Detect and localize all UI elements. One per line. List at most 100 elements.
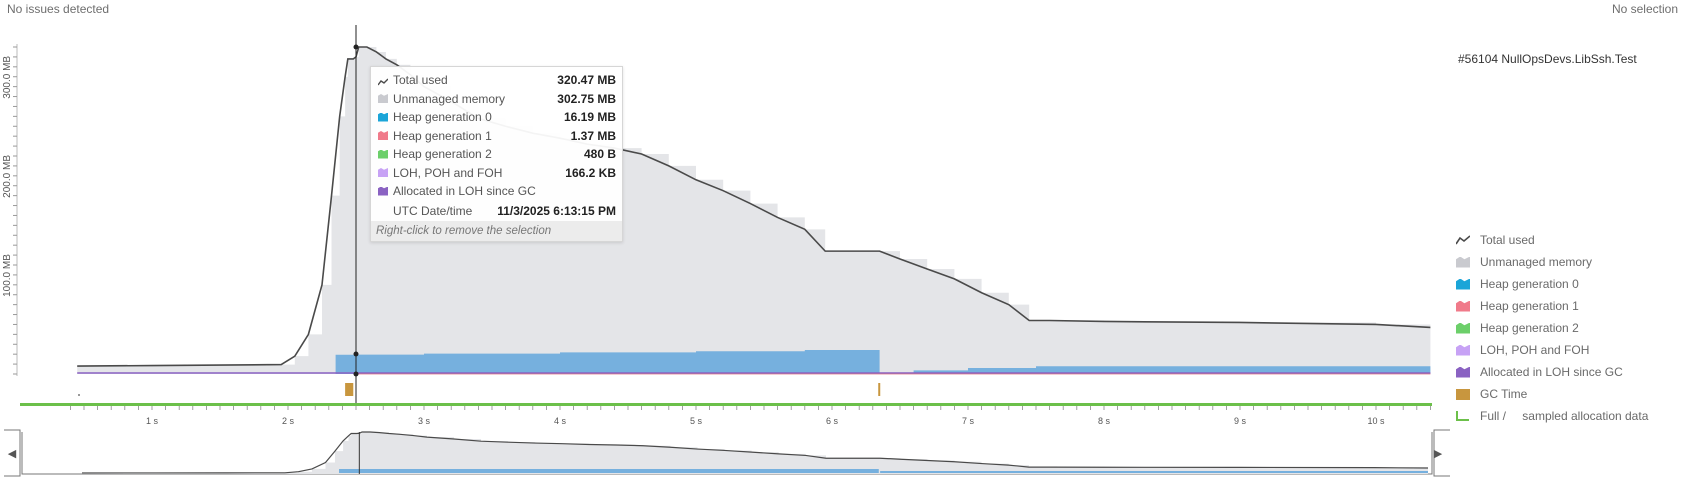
selection-cursor[interactable]	[353, 25, 359, 403]
overview-heap-area-tail	[880, 471, 1428, 473]
tooltip-row-label: Heap generation 1	[393, 128, 492, 143]
x-tick-label: 8 s	[1098, 416, 1111, 426]
tooltip-row: Unmanaged memory 302.75 MB	[378, 90, 616, 108]
area-icon	[1456, 300, 1470, 312]
legend-item[interactable]: Allocated in LOH since GC	[1456, 361, 1648, 383]
legend-item[interactable]: Total used	[1455, 229, 1648, 251]
bar-icon	[1456, 388, 1470, 400]
tooltip-row: Total used 320.47 MB	[377, 71, 616, 89]
tooltip-hint: Right-click to remove the selection	[371, 221, 622, 241]
x-axis: 1 s 2 s 3 s 4 s 5 s 6 s 7 s 8 s 9 s 10 s	[20, 403, 1432, 426]
x-tick-label: 2 s	[282, 416, 295, 426]
area-icon	[378, 94, 388, 103]
legend-item[interactable]: LOH, POH and FOH	[1456, 339, 1648, 361]
selection-marker	[353, 371, 359, 377]
tooltip-row-value: 16.19 MB	[563, 110, 616, 124]
legend-item[interactable]: Heap generation 2	[1456, 317, 1648, 339]
area-icon	[1456, 322, 1470, 334]
overview-area	[82, 432, 1428, 474]
area-icon	[1456, 344, 1470, 356]
area-icon	[378, 112, 388, 122]
y-axis: 100.0 MB 200.0 MB 300.0 MB	[2, 44, 18, 376]
legend-label: Heap generation 2	[1480, 321, 1579, 335]
process-label: #56104 NullOpsDevs.LibSsh.Test	[1458, 52, 1637, 66]
legend-item[interactable]: GC Time	[1456, 383, 1648, 405]
tooltip-row: LOH, POH and FOH 166.2 KB	[378, 164, 616, 182]
overview-left-cap	[4, 429, 21, 477]
tooltip-row-value: 320.47 MB	[557, 73, 616, 87]
tooltip-row-value: 1.37 MB	[570, 128, 616, 143]
tooltip-row-label: Heap generation 2	[393, 147, 492, 161]
overview-right-cap	[1433, 429, 1450, 477]
legend-label: Total used	[1480, 233, 1535, 247]
legend-item[interactable]: Unmanaged memory	[1456, 251, 1648, 273]
legend: Total used Unmanaged memory Heap generatio…	[1455, 229, 1648, 427]
y-tick-label: 100.0 MB	[2, 254, 13, 297]
y-tick-label: 300.0 MB	[2, 56, 13, 99]
tooltip-row-value: 166.2 KB	[565, 165, 616, 180]
legend-label: GC Time	[1480, 387, 1528, 401]
tooltip-row: Heap generation 0 16.19 MB	[378, 108, 616, 126]
overview-total-line	[81, 431, 1429, 474]
tooltip-row: Heap generation 2 480 B	[378, 145, 616, 163]
selection-status: No selection	[1611, 2, 1678, 16]
legend-item[interactable]: Heap generation 0	[1456, 273, 1648, 295]
issues-status: No issues detected	[7, 2, 110, 16]
x-tick-label: 9 s	[1234, 416, 1247, 426]
scroll-left-button[interactable]: ◀	[7, 447, 17, 460]
gc-time-lane	[78, 383, 881, 396]
area-icon	[1456, 366, 1470, 378]
gc-time-bar	[878, 383, 881, 396]
legend-label: LOH, POH and FOH	[1480, 343, 1590, 357]
area-icon	[1456, 278, 1470, 290]
allocation-data-bar	[20, 403, 1432, 406]
area-icon	[378, 149, 388, 159]
area-icon	[378, 131, 388, 140]
gc-time-bar	[345, 383, 354, 396]
legend-label: Unmanaged memory	[1480, 255, 1593, 269]
scroll-right-button[interactable]: ▶	[1433, 447, 1443, 460]
area-icon	[378, 186, 388, 196]
tooltip-row-value: 302.75 MB	[557, 91, 616, 106]
legend-label: Heap generation 0	[1480, 277, 1579, 291]
legend-item[interactable]: Full / sampled allocation data	[1456, 405, 1648, 427]
heap-generation-0-area	[335, 350, 1431, 374]
unmanaged-memory-area	[77, 47, 1431, 374]
tooltip-row-label: Unmanaged memory	[393, 91, 506, 106]
tooltip-row: Heap generation 1 1.37 MB	[378, 127, 616, 145]
area-icon	[378, 168, 388, 177]
tooltip-date-label: UTC Date/time	[393, 204, 473, 218]
gc-marker	[78, 394, 80, 396]
overview-strip[interactable]	[4, 429, 1450, 477]
tooltip-row-label: Allocated in LOH since GC	[393, 184, 536, 198]
legend-item[interactable]: Heap generation 1	[1456, 295, 1648, 317]
tooltip-row: Allocated in LOH since GC	[378, 182, 616, 200]
x-tick-label: 1 s	[146, 416, 159, 426]
step-icon	[1456, 410, 1470, 422]
tooltip-row-label: LOH, POH and FOH	[393, 165, 503, 180]
tooltip-date-row: UTC Date/time 11/3/2025 6:13:15 PM	[378, 202, 616, 220]
selection-marker	[353, 44, 359, 50]
x-tick-label: 10 s	[1367, 416, 1385, 426]
x-tick-label: 7 s	[962, 416, 975, 426]
legend-label: Heap generation 1	[1480, 299, 1579, 313]
line-icon	[1455, 234, 1471, 246]
selection-marker	[353, 351, 359, 357]
area-icon	[1456, 256, 1470, 268]
x-tick-label: 6 s	[826, 416, 839, 426]
legend-label: Full / sampled allocation data	[1480, 409, 1649, 423]
tooltip-row-label: Heap generation 0	[393, 110, 492, 124]
x-tick-label: 3 s	[418, 416, 431, 426]
memory-areas	[77, 46, 1431, 375]
tooltip-row-label: Total used	[393, 73, 448, 87]
x-tick-label: 4 s	[554, 416, 567, 426]
x-tick-label: 5 s	[690, 416, 703, 426]
tooltip-date-value: 11/3/2025 6:13:15 PM	[497, 204, 616, 218]
line-icon	[377, 76, 389, 85]
tooltip-row-value: 480 B	[583, 147, 616, 161]
selection-tooltip: Total used 320.47 MB Unmanaged memory 302.7…	[370, 66, 623, 242]
y-tick-label: 200.0 MB	[2, 155, 13, 198]
legend-label: Allocated in LOH since GC	[1480, 365, 1623, 379]
overview-heap-area	[339, 469, 879, 473]
